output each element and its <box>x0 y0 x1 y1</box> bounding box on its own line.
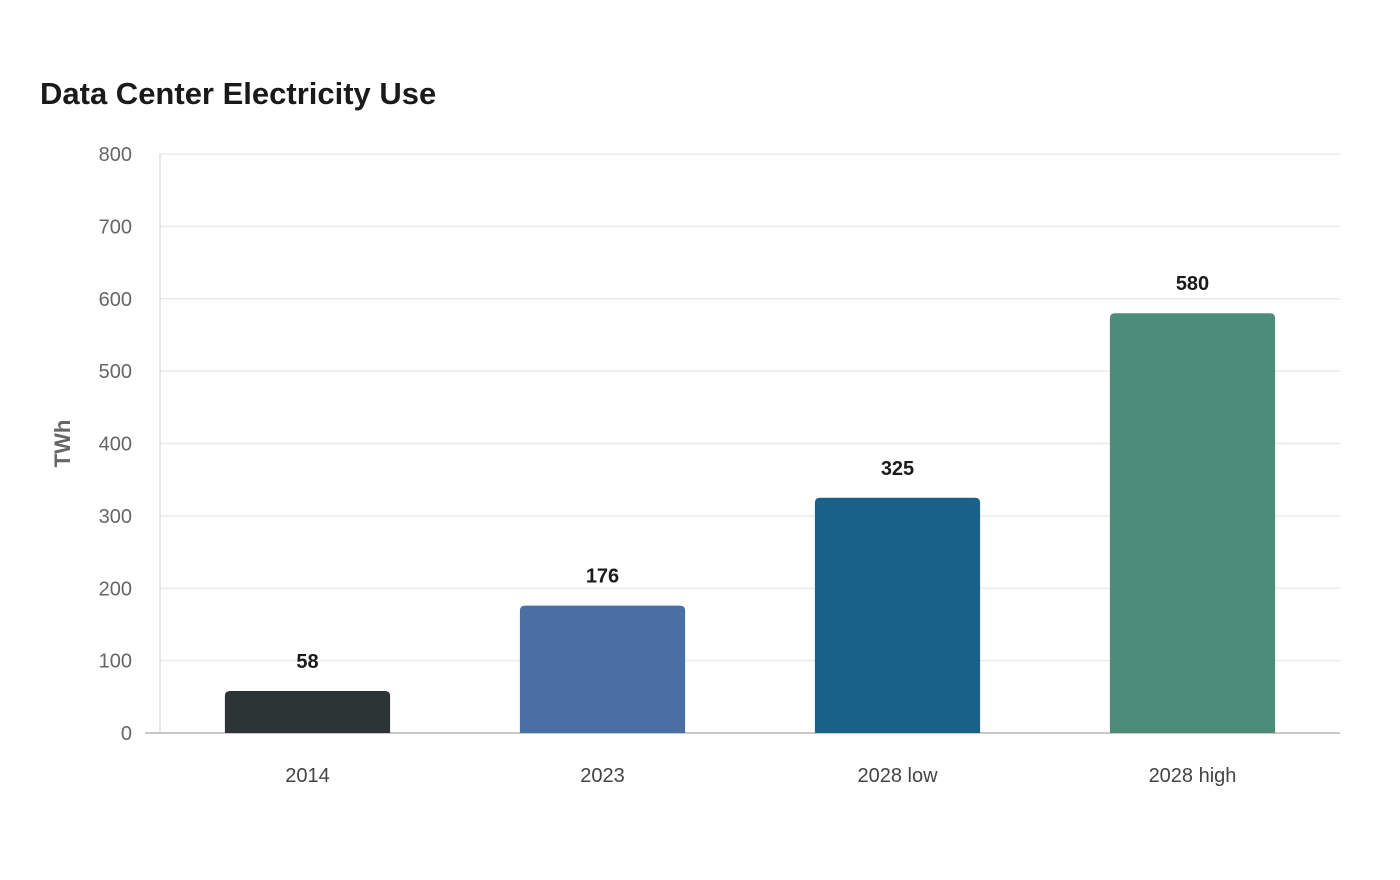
y-tick-label: 100 <box>99 651 132 673</box>
y-tick-label: 200 <box>99 578 132 600</box>
y-tick-label: 400 <box>99 434 132 456</box>
y-tick-label: 300 <box>99 506 132 528</box>
y-tick-label: 500 <box>99 361 132 383</box>
bar <box>519 605 686 733</box>
bar <box>1109 313 1276 733</box>
bar <box>814 497 981 733</box>
x-tick-label: 2028 high <box>1149 765 1237 787</box>
value-labels: 58 176 325 580 <box>296 273 1209 673</box>
bar <box>224 691 391 733</box>
x-tick-label: 2014 <box>285 765 330 787</box>
y-tick-label: 700 <box>99 216 132 238</box>
y-tick-label: 800 <box>99 144 132 166</box>
y-axis-title: TWh <box>50 420 75 468</box>
x-tick-label: 2028 low <box>857 765 938 787</box>
x-tick-label: 2023 <box>580 765 625 787</box>
bar-value-label: 325 <box>881 458 914 480</box>
grid-lines <box>160 153 1340 662</box>
bar-value-label: 580 <box>1176 273 1209 295</box>
x-tick-labels: 2014 2023 2028 low 2028 high <box>285 765 1236 787</box>
bars <box>224 313 1276 733</box>
y-tick-labels: 0 100 200 300 400 500 600 700 800 <box>99 144 132 745</box>
bar-value-label: 176 <box>586 566 619 588</box>
chart-title: Data Center Electricity Use <box>40 76 437 111</box>
y-tick-label: 0 <box>121 723 132 745</box>
y-tick-label: 600 <box>99 289 132 311</box>
bar-value-label: 58 <box>296 651 318 673</box>
